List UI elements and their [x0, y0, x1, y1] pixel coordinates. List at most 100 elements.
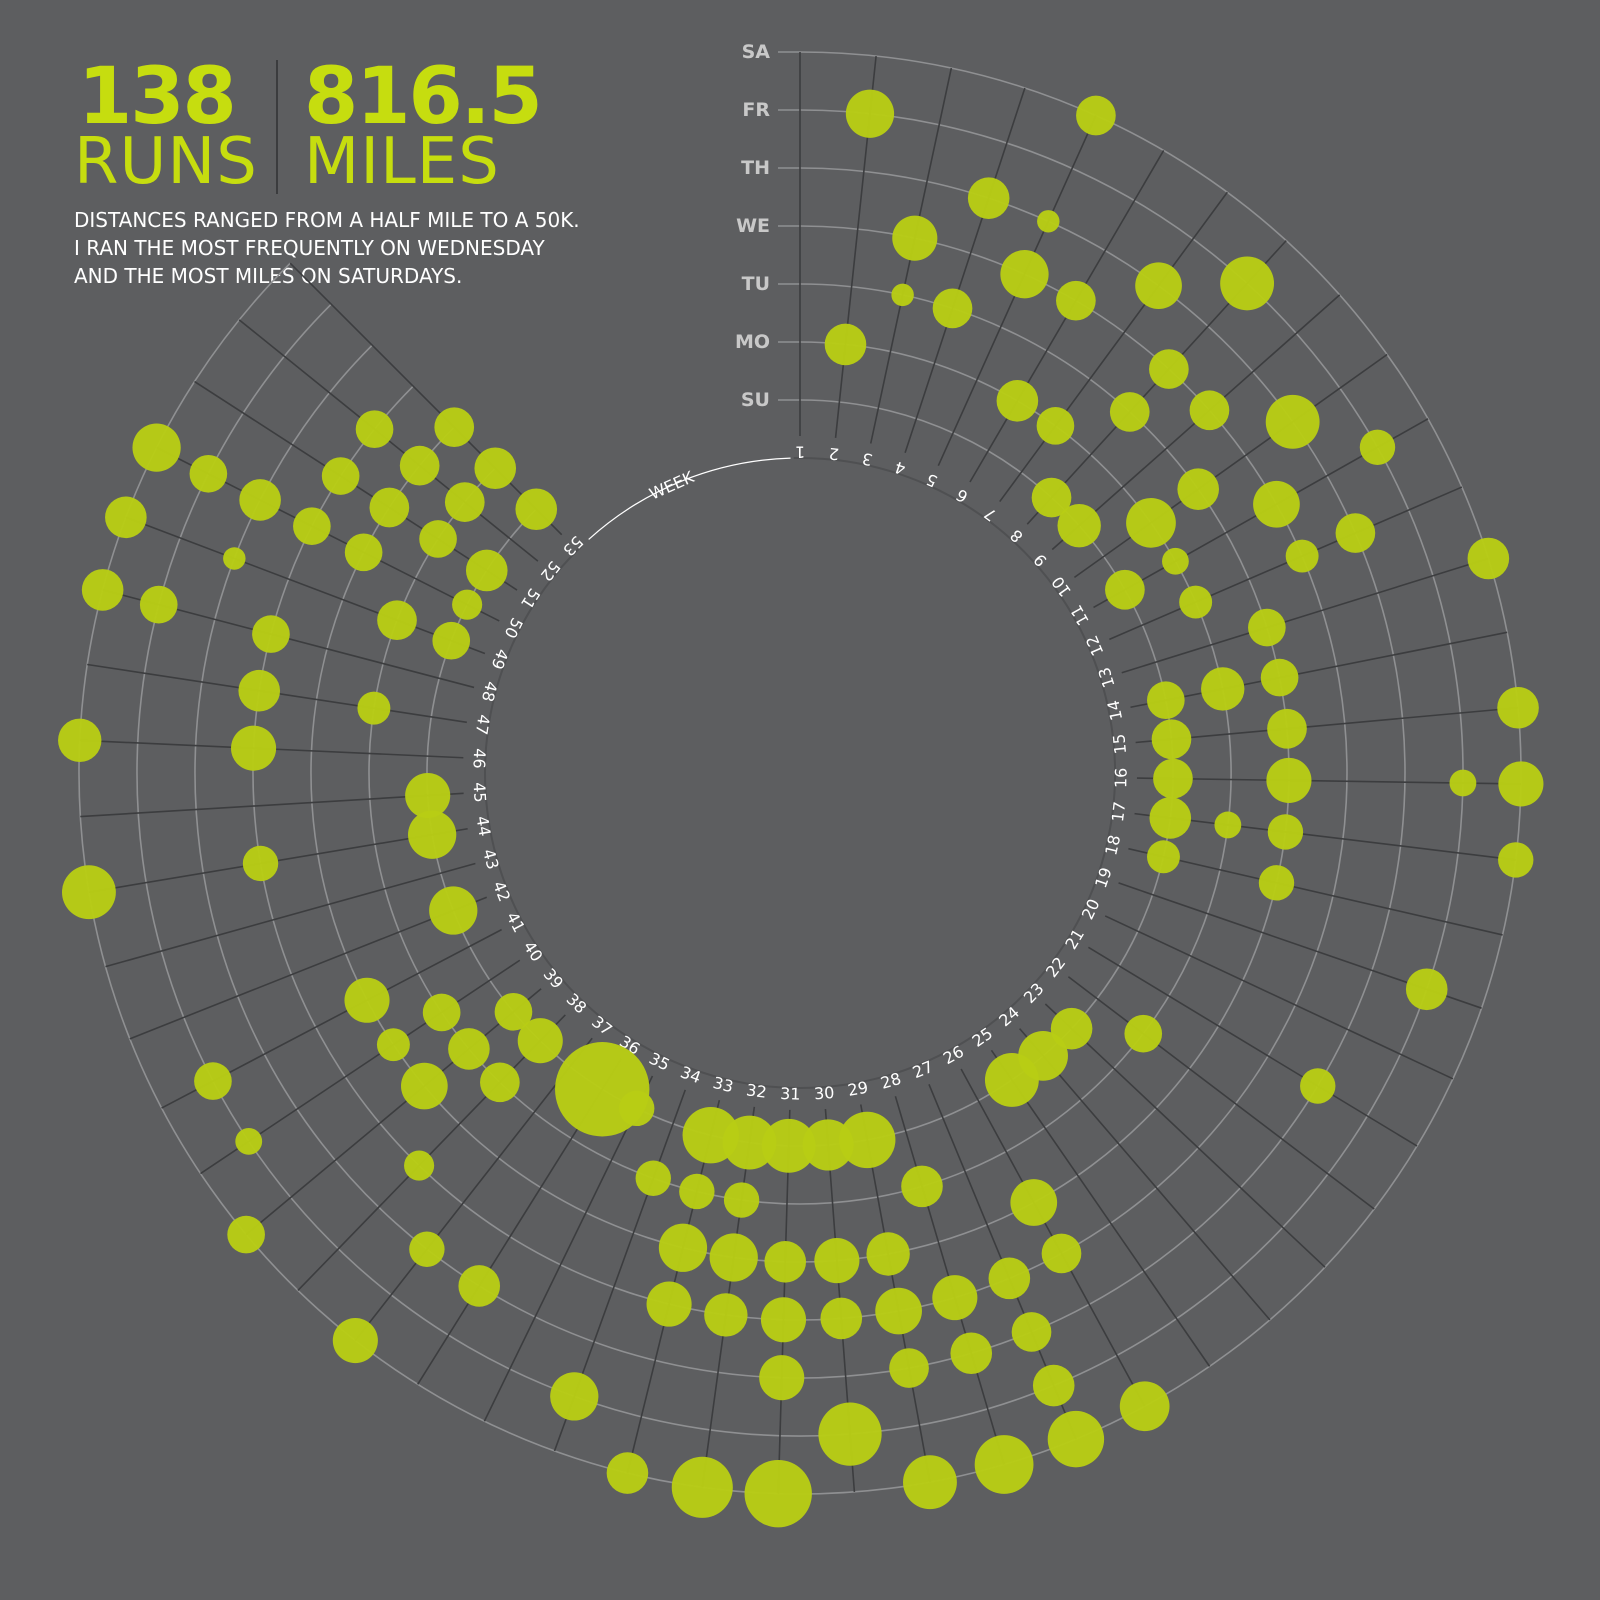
run-bubble [845, 89, 895, 138]
run-bubble [494, 992, 533, 1031]
run-bubble [238, 669, 281, 712]
run-bubble [1135, 262, 1182, 310]
summary-description: DISTANCES RANGED FROM A HALF MILE TO A 5… [74, 206, 694, 290]
week-label: 12 [1082, 633, 1108, 659]
run-bubble [1149, 349, 1189, 389]
run-bubble [321, 457, 360, 495]
run-bubble [824, 323, 867, 366]
week-label: 33 [711, 1073, 735, 1096]
run-bubble [242, 845, 279, 882]
week-label: 11 [1066, 602, 1093, 629]
run-bubble [474, 447, 517, 490]
week-label: 15 [1109, 733, 1130, 755]
week-spoke [1044, 1003, 1326, 1268]
run-bubble [1119, 1381, 1170, 1432]
run-bubble [996, 380, 1039, 422]
run-bubble [81, 569, 124, 611]
run-bubble [967, 177, 1010, 219]
stat-divider [276, 60, 278, 194]
run-bubble [105, 496, 147, 539]
run-bubble [231, 725, 277, 771]
week-spoke [1134, 812, 1516, 861]
week-spoke [1135, 706, 1519, 744]
week-label: 8 [1006, 526, 1026, 547]
run-bubble [480, 1062, 520, 1103]
run-bubble [419, 520, 457, 558]
run-bubble [293, 507, 331, 545]
run-bubble [1109, 392, 1150, 432]
description-line: I RAN THE MOST FREQUENTLY ON WEDNESDAY [74, 236, 545, 260]
run-bubble [1105, 569, 1145, 610]
week-label: 7 [981, 504, 1000, 525]
run-bubble [1267, 814, 1304, 850]
run-bubble [189, 454, 228, 493]
run-bubble [984, 1053, 1039, 1107]
run-bubble [875, 1287, 922, 1335]
week-spoke [80, 792, 464, 818]
run-bubble [1248, 608, 1286, 647]
run-bubble [239, 479, 281, 521]
run-bubble [550, 1372, 599, 1421]
day-label-tu: TU [742, 273, 770, 295]
run-bubble [671, 1456, 733, 1518]
run-bubble [658, 1223, 708, 1272]
description-line: DISTANCES RANGED FROM A HALF MILE TO A 5… [74, 208, 580, 232]
run-bubble [223, 547, 246, 570]
run-bubble [1220, 256, 1275, 311]
run-bubble [974, 1435, 1034, 1494]
run-bubble [377, 600, 417, 641]
run-bubble [1147, 840, 1180, 874]
run-bubble [892, 215, 938, 261]
run-bubble [764, 1240, 807, 1283]
week-label: 41 [503, 909, 529, 936]
week-label: 49 [487, 646, 512, 672]
week-spoke [1073, 353, 1388, 579]
run-bubble [1189, 390, 1230, 431]
run-bubble [988, 1257, 1031, 1300]
run-bubble [889, 1348, 929, 1388]
week-label: 10 [1048, 573, 1075, 601]
week-label: 5 [923, 470, 940, 492]
run-bubble [452, 589, 483, 620]
week-label: 27 [910, 1057, 936, 1082]
run-bubble [399, 445, 440, 486]
run-bubble [1124, 1014, 1163, 1053]
run-bubble [252, 615, 290, 653]
day-label-sa: SA [742, 41, 771, 63]
week-label: 42 [489, 878, 514, 904]
run-bubble [376, 1028, 410, 1062]
week-label: 35 [646, 1049, 673, 1075]
run-bubble [235, 1127, 263, 1155]
week-label: 28 [878, 1069, 903, 1093]
week-label: 23 [1020, 979, 1048, 1007]
run-bubble [1031, 477, 1072, 518]
day-labels: SU MO TU WE TH FR SA [735, 41, 770, 411]
week-label: 6 [953, 485, 971, 507]
run-bubble [344, 533, 383, 572]
day-label-th: TH [741, 157, 770, 179]
run-bubble [1265, 394, 1320, 449]
run-bubble [409, 1231, 445, 1267]
week-label: 22 [1042, 953, 1069, 981]
run-bubble [344, 977, 390, 1023]
week-label: 44 [472, 814, 494, 837]
week-label: 50 [500, 615, 526, 642]
run-bubble [704, 1293, 748, 1337]
week-spoke [1130, 631, 1508, 709]
week-label: 18 [1101, 833, 1124, 857]
week-spoke [1104, 915, 1454, 1080]
run-bubble [1036, 407, 1075, 445]
summary-stats: 138 RUNS 816.5 MILES [74, 52, 674, 202]
run-bubble [1041, 1233, 1082, 1274]
run-bubble [401, 1062, 448, 1110]
run-bubble [635, 1160, 671, 1196]
week-spoke [297, 1014, 566, 1292]
week-label: 40 [520, 938, 547, 965]
run-bubble [332, 1318, 378, 1364]
week-spoke [1087, 946, 1418, 1147]
run-bubble [1300, 1068, 1336, 1104]
run-bubble [517, 1018, 563, 1064]
run-bubble [1405, 968, 1448, 1011]
run-bubble [1467, 537, 1510, 580]
run-bubble [820, 1297, 863, 1340]
